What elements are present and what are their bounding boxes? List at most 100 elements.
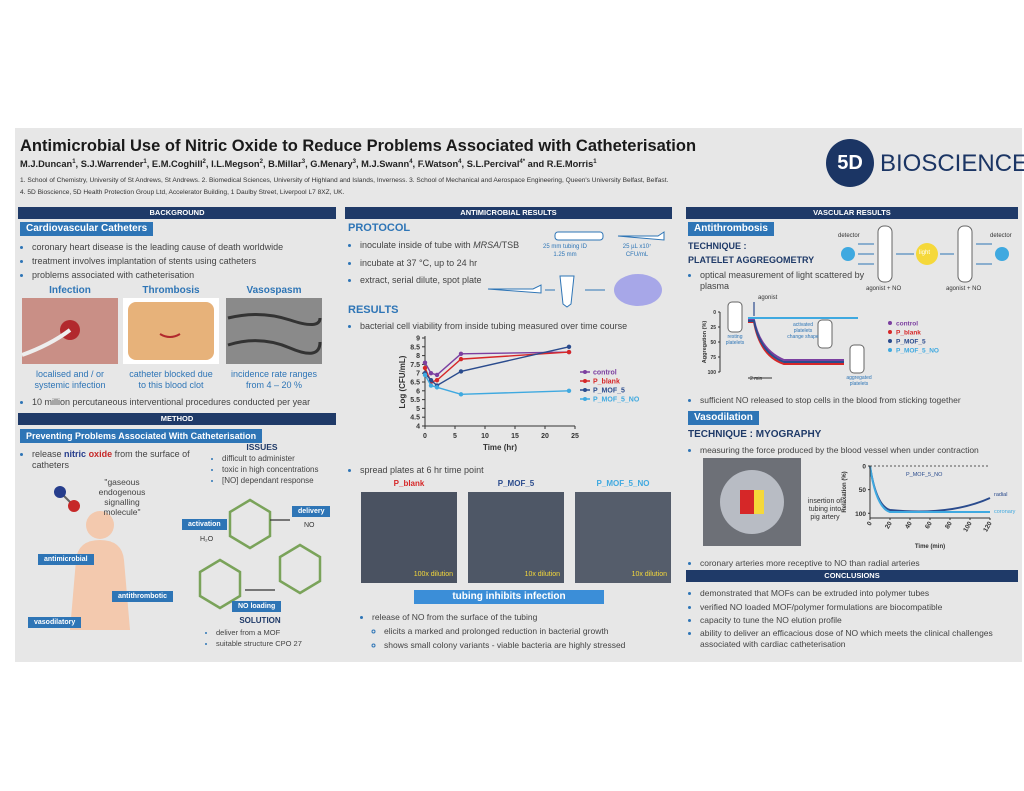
diagram-label: light — [919, 250, 931, 256]
body-illustration — [86, 511, 114, 539]
data-point — [566, 344, 572, 349]
x-tick-label: 40 — [904, 520, 914, 530]
label: NO — [304, 522, 315, 529]
y-tick-label: 5 — [416, 406, 420, 413]
chart-annotation: radial — [994, 492, 1008, 498]
y-tick-label: 50 — [710, 340, 716, 346]
technique: TECHNIQUE : MYOGRAPHY — [688, 429, 822, 440]
bullet: release of NO from the surface of the tu… — [372, 610, 682, 624]
affiliation-index: 4 — [409, 159, 413, 165]
photo-label: insertion of tubing into pig artery — [807, 498, 843, 521]
bullet: problems associated with catheterisation — [32, 268, 344, 282]
chart-annotation: resting platelets — [725, 334, 745, 346]
photo-detail — [21, 328, 72, 357]
y-tick-label: 9 — [416, 336, 420, 343]
data-point — [428, 383, 434, 388]
bullet: deliver from a MOF — [216, 627, 351, 638]
author-name: S.J.Warrender — [80, 159, 144, 170]
cuvette — [849, 344, 865, 374]
molecule-n — [54, 486, 66, 498]
label: H₂O — [200, 536, 214, 543]
y-tick-label: 50 — [859, 487, 867, 494]
data-point — [428, 378, 434, 383]
bullet: capacity to tune the NO elution profile — [700, 614, 1020, 628]
photo-detail — [740, 490, 754, 514]
legend-marker — [583, 397, 587, 401]
y-tick-label: 100 — [708, 370, 717, 376]
bullet: 10 million percutaneous interventional p… — [32, 395, 344, 409]
bullet: optical measurement of light scattered b… — [700, 270, 865, 292]
y-axis-label: Aggregation (%) — [702, 321, 708, 364]
panel-caption: localised and / or systemic infection — [34, 369, 106, 390]
data-point — [422, 365, 428, 371]
tube — [554, 231, 604, 241]
x-tick-label: 80 — [944, 520, 954, 530]
legend-marker — [888, 321, 892, 325]
cuvette — [817, 319, 833, 349]
detector — [995, 247, 1009, 261]
relaxation-curve-illustration — [869, 465, 991, 513]
vial — [559, 275, 575, 308]
data-point — [434, 372, 440, 378]
bullet: inoculate inside of tube with MRSA/TSB — [360, 237, 550, 255]
dilution: 10x dilution — [524, 571, 560, 578]
bullet: measuring the force produced by the bloo… — [700, 443, 1024, 457]
author-name: I.L.Megson — [211, 159, 260, 170]
legend-marker — [888, 339, 892, 343]
text: MRSA — [473, 240, 500, 250]
bullet: incubate at 37 °C, up to 24 hr — [360, 255, 550, 273]
plate-name: P_MOF_5 — [497, 479, 535, 488]
issues-title: ISSUES — [246, 442, 278, 452]
data-point — [458, 356, 464, 362]
x-tick-label: 0 — [423, 433, 427, 440]
legend-marker — [888, 348, 892, 352]
photo-detail — [159, 333, 181, 338]
arrow — [245, 519, 290, 591]
legend-label: P_MOF_5 — [896, 339, 926, 346]
logo-name: BIOSCIENCE — [880, 150, 1024, 177]
bullet-list: coronary arteries more receptive to NO t… — [688, 556, 1024, 570]
text: /TSB — [499, 240, 520, 250]
bullet-list: bacterial cell viability from inside tub… — [348, 319, 680, 333]
chart-annotation: agonist — [758, 295, 778, 301]
text: oxide — [88, 449, 113, 459]
thrombosis-photo — [128, 302, 214, 360]
subheading: Vasodilation — [688, 411, 759, 425]
data-point — [434, 378, 440, 383]
panel-title: Infection — [49, 285, 91, 296]
separator: , — [205, 159, 212, 170]
x-tick-label: 20 — [884, 520, 894, 530]
separator: , — [305, 159, 311, 170]
y-tick-label: 100 — [855, 511, 866, 518]
panel-title: Thrombosis — [142, 285, 200, 296]
bullet-list: spread plates at 6 hr time point — [348, 463, 680, 477]
sub-list: elicits a marked and prolonged reduction… — [372, 624, 682, 652]
affiliation: 1. School of Chemistry, University of St… — [20, 177, 669, 184]
title: Antimicrobial Use of Nitric Oxide to Red… — [20, 137, 697, 155]
legend-label: P_MOF_5 — [593, 388, 625, 395]
x-tick-label: 5 — [453, 433, 457, 440]
bullet: sufficient NO released to stop cells in … — [700, 393, 1024, 407]
data-point — [458, 351, 464, 357]
chart-annotation: activated platelets change shape — [787, 322, 819, 340]
y-tick-label: 8 — [416, 353, 420, 360]
plate-photo — [575, 492, 671, 583]
subheading: Antithrombosis — [688, 222, 774, 236]
bullet: treatment involves implantation of stent… — [32, 254, 344, 268]
data-point — [566, 349, 572, 355]
bullet-list: optical measurement of light scattered b… — [688, 270, 865, 292]
diagram-label: agonist + NO — [946, 286, 982, 292]
y-tick-label: 7.5 — [410, 362, 420, 369]
heading: RESULTS — [348, 304, 399, 316]
cuvette — [957, 225, 973, 283]
separator: , — [412, 159, 418, 170]
bullet: [NO] dependant response — [222, 475, 352, 486]
bullet-list: measuring the force produced by the bloo… — [688, 443, 1024, 457]
text: from the surface of catheters — [32, 449, 190, 470]
dilution: 100x dilution — [413, 571, 453, 578]
figure-label: 25 mm tubing ID 1.25 mm — [542, 244, 588, 258]
legend-marker — [888, 330, 892, 334]
subheading: Preventing Problems Associated With Cath… — [20, 429, 263, 443]
data-point — [458, 392, 464, 397]
